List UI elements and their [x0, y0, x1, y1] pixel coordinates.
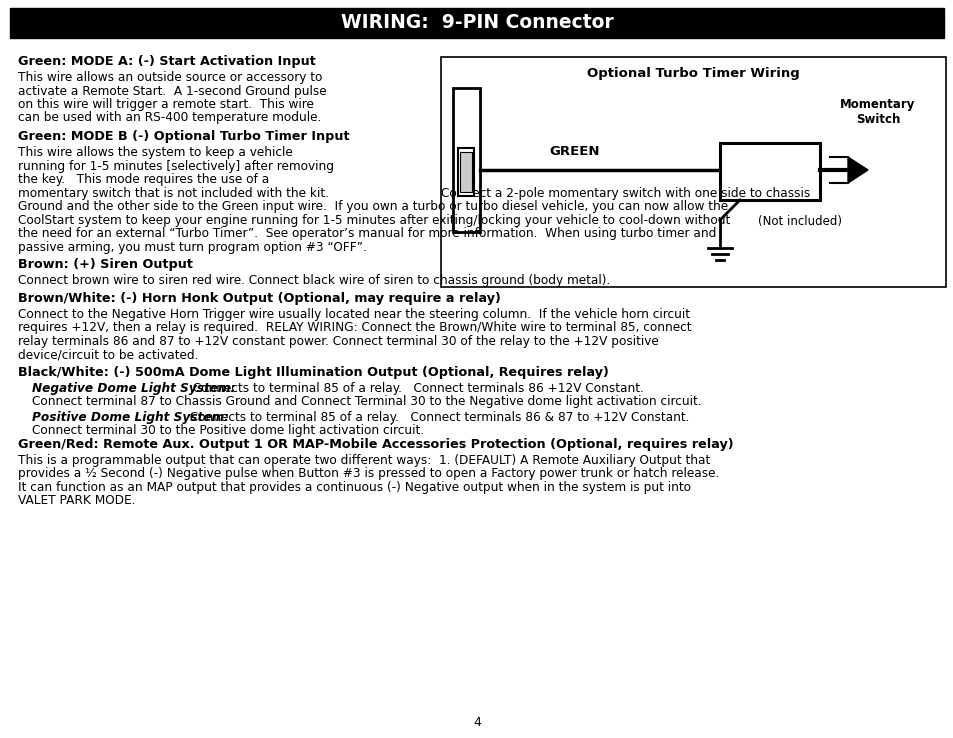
- Text: Green/Red: Remote Aux. Output 1 OR MAP-Mobile Accessories Protection (Optional, : Green/Red: Remote Aux. Output 1 OR MAP-M…: [18, 438, 733, 450]
- Text: Positive Dome Light System:: Positive Dome Light System:: [32, 410, 229, 424]
- Text: Connects to terminal 85 of a relay.   Connect terminals 86 +12V Constant.: Connects to terminal 85 of a relay. Conn…: [185, 382, 643, 395]
- Text: on this wire will trigger a remote start.  This wire: on this wire will trigger a remote start…: [18, 98, 314, 111]
- Text: Brown/White: (-) Horn Honk Output (Optional, may require a relay): Brown/White: (-) Horn Honk Output (Optio…: [18, 292, 500, 305]
- Text: Black/White: (-) 500mA Dome Light Illumination Output (Optional, Requires relay): Black/White: (-) 500mA Dome Light Illumi…: [18, 365, 608, 379]
- Text: Connect to the Negative Horn Trigger wire usually located near the steering colu: Connect to the Negative Horn Trigger wir…: [18, 308, 689, 320]
- Text: This is a programmable output that can operate two different ways:  1. (DEFAULT): This is a programmable output that can o…: [18, 453, 709, 466]
- Text: momentary switch that is not included with the kit.: momentary switch that is not included wi…: [18, 187, 329, 199]
- Text: relay terminals 86 and 87 to +12V constant power. Connect terminal 30 of the rel: relay terminals 86 and 87 to +12V consta…: [18, 334, 659, 348]
- Bar: [440, 57, 945, 287]
- Bar: [459, 152, 472, 192]
- Polygon shape: [847, 157, 867, 183]
- Text: can be used with an RS-400 temperature module.: can be used with an RS-400 temperature m…: [18, 111, 321, 125]
- Text: device/circuit to be activated.: device/circuit to be activated.: [18, 348, 198, 361]
- Text: the key.   This mode requires the use of a: the key. This mode requires the use of a: [18, 173, 269, 186]
- Text: Optional Turbo Timer Wiring: Optional Turbo Timer Wiring: [586, 67, 799, 80]
- Text: Green: MODE B (-) Optional Turbo Timer Input: Green: MODE B (-) Optional Turbo Timer I…: [18, 130, 349, 143]
- Text: Green: MODE A: (-) Start Activation Input: Green: MODE A: (-) Start Activation Inpu…: [18, 55, 315, 68]
- Text: passive arming, you must turn program option #3 “OFF”.: passive arming, you must turn program op…: [18, 241, 366, 253]
- Bar: [457, 148, 474, 196]
- Text: It can function as an MAP output that provides a continuous (-) Negative output : It can function as an MAP output that pr…: [18, 480, 690, 494]
- Text: Connect terminal 30 to the Positive dome light activation circuit.: Connect terminal 30 to the Positive dome…: [32, 424, 423, 437]
- Text: activate a Remote Start.  A 1-second Ground pulse: activate a Remote Start. A 1-second Grou…: [18, 84, 326, 97]
- Text: Ground and the other side to the Green input wire.  If you own a turbo or turbo : Ground and the other side to the Green i…: [18, 200, 727, 213]
- Text: requires +12V, then a relay is required.  RELAY WIRING: Connect the Brown/White : requires +12V, then a relay is required.…: [18, 321, 691, 334]
- Text: GREEN: GREEN: [549, 145, 599, 158]
- Text: Brown: (+) Siren Output: Brown: (+) Siren Output: [18, 258, 193, 271]
- Text: running for 1-5 minutes [selectively] after removing: running for 1-5 minutes [selectively] af…: [18, 159, 334, 173]
- Text: Connect a 2-pole momentary switch with one side to chassis: Connect a 2-pole momentary switch with o…: [440, 187, 809, 199]
- Text: VALET PARK MODE.: VALET PARK MODE.: [18, 494, 135, 507]
- Text: This wire allows the system to keep a vehicle: This wire allows the system to keep a ve…: [18, 146, 293, 159]
- Text: Connect terminal 87 to Chassis Ground and Connect Terminal 30 to the Negative do: Connect terminal 87 to Chassis Ground an…: [32, 395, 700, 408]
- Text: This wire allows an outside source or accessory to: This wire allows an outside source or ac…: [18, 71, 322, 84]
- Text: CoolStart system to keep your engine running for 1-5 minutes after exiting/locki: CoolStart system to keep your engine run…: [18, 213, 729, 227]
- Text: 4: 4: [473, 716, 480, 728]
- Text: provides a ½ Second (-) Negative pulse when Button #3 is pressed to open a Facto: provides a ½ Second (-) Negative pulse w…: [18, 467, 719, 480]
- Text: (Not included): (Not included): [758, 215, 841, 228]
- Text: Negative Dome Light System:: Negative Dome Light System:: [32, 382, 235, 395]
- Text: Momentary
Switch: Momentary Switch: [840, 98, 915, 126]
- Bar: [10, 8, 943, 38]
- Text: WIRING:  9-PIN Connector: WIRING: 9-PIN Connector: [340, 13, 613, 32]
- Bar: [720, 143, 820, 200]
- Text: the need for an external “Turbo Timer”.  See operator’s manual for more informat: the need for an external “Turbo Timer”. …: [18, 227, 716, 240]
- Bar: [453, 88, 479, 232]
- Text: Connect brown wire to siren red wire. Connect black wire of siren to chassis gro: Connect brown wire to siren red wire. Co…: [18, 274, 610, 287]
- Text: Connects to terminal 85 of a relay.   Connect terminals 86 & 87 to +12V Constant: Connects to terminal 85 of a relay. Conn…: [182, 410, 689, 424]
